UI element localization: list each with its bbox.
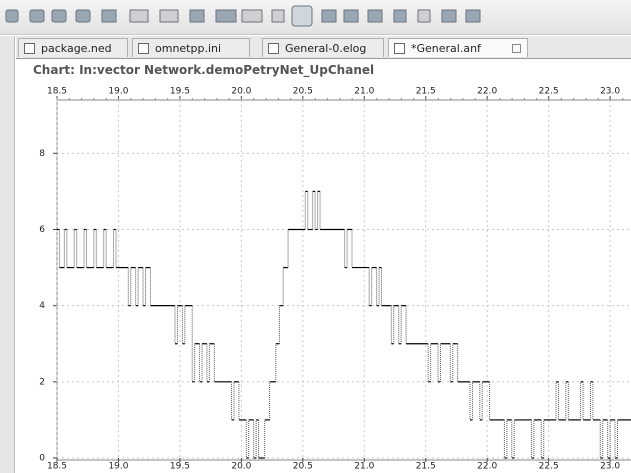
side-panel-strip — [0, 36, 15, 473]
x-tick-label-top: 18.5 — [47, 87, 67, 97]
x-tick-label-top: 19.5 — [170, 87, 190, 97]
tab-label: omnetpp.ini — [155, 42, 222, 55]
tab[interactable]: General-0.elog — [262, 38, 384, 57]
toolbar-icons — [5, 5, 481, 27]
x-tick-label-top: 23.0 — [600, 87, 620, 97]
x-tick-label-top: 21.0 — [354, 87, 374, 97]
x-tick-label-bottom: 23.0 — [600, 462, 620, 472]
y-tick-label: 2 — [39, 377, 45, 387]
toolbar — [0, 0, 631, 35]
tab-active[interactable]: *General.anf — [388, 38, 528, 57]
y-tick-label: 0 — [39, 454, 45, 464]
tab-label: General-0.elog — [285, 42, 367, 55]
x-tick-label-bottom: 22.0 — [477, 462, 497, 472]
x-tick-label-bottom: 20.0 — [231, 462, 251, 472]
tab-label: *General.anf — [411, 42, 481, 55]
plot-area — [56, 99, 631, 461]
x-tick-label-top: 20.5 — [293, 87, 313, 97]
x-tick-label-bottom: 20.5 — [293, 462, 313, 472]
x-tick-label-bottom: 18.5 — [47, 462, 67, 472]
y-tick-label: 8 — [39, 149, 45, 159]
x-tick-label-top: 20.0 — [231, 87, 251, 97]
x-tick-label-top: 21.5 — [416, 87, 436, 97]
tab-label: package.ned — [41, 42, 112, 55]
x-tick-label-bottom: 22.5 — [539, 462, 559, 472]
x-tick-label-top: 19.0 — [108, 87, 128, 97]
x-tick-label-bottom: 19.0 — [108, 462, 128, 472]
tab[interactable]: package.ned — [18, 38, 128, 57]
x-tick-label-top: 22.5 — [539, 87, 559, 97]
x-tick-label-bottom: 21.5 — [416, 462, 436, 472]
x-tick-label-bottom: 19.5 — [170, 462, 190, 472]
tab[interactable]: omnetpp.ini — [132, 38, 250, 57]
y-tick-label: 6 — [39, 225, 45, 235]
chart-title: Chart: In:vector Network.demoPetryNet_Up… — [33, 63, 375, 77]
editor-tabs: package.ned omnetpp.ini General-0.elog *… — [16, 36, 631, 59]
tab-close[interactable] — [512, 44, 521, 53]
x-tick-label-bottom: 21.0 — [354, 462, 374, 472]
x-tick-label-top: 22.0 — [477, 87, 497, 97]
y-tick-label: 4 — [39, 301, 45, 311]
